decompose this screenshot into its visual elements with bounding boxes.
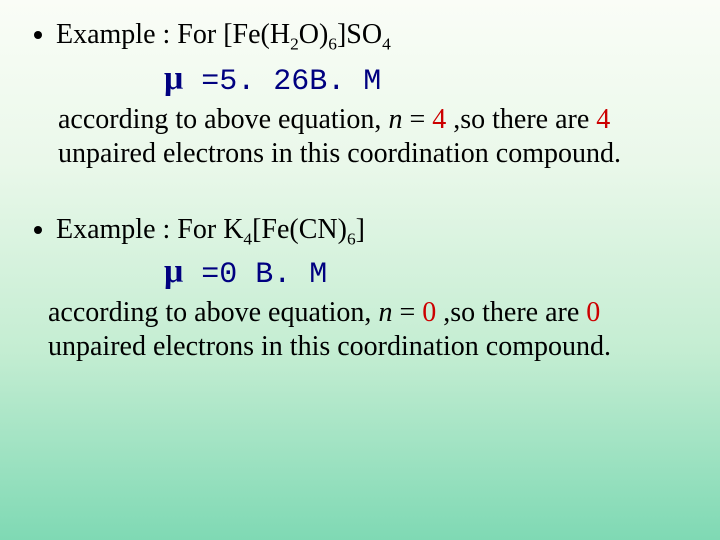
mu-symbol-1: μ — [164, 60, 183, 97]
bullet-example-2: Example : For K4[Fe(CN)6] — [34, 213, 686, 247]
ex2-count: 0 — [586, 297, 600, 328]
ex2-tail: unpaired electrons in this coordination … — [48, 331, 611, 362]
ex2-n-var: n — [378, 297, 392, 328]
example1-formula: Example : For [Fe(H2O)6]SO4 — [56, 18, 391, 52]
ex2-mid1: [Fe(CN) — [252, 214, 347, 245]
ex1-sub1: 2 — [290, 35, 299, 54]
ex1-mid2: ]SO — [337, 19, 382, 50]
ex1-label: Example : For [Fe(H — [56, 19, 290, 50]
bullet-dot — [34, 31, 42, 39]
mu-value-2: μ =0 B. M — [164, 253, 686, 292]
ex1-after-n: ,so there are — [446, 104, 596, 135]
mu-text-2: =0 B. M — [183, 258, 327, 292]
mu-symbol-2: μ — [164, 253, 183, 290]
ex1-eq: = — [402, 104, 432, 135]
ex1-sub2: 6 — [328, 35, 337, 54]
ex1-n-var: n — [388, 104, 402, 135]
ex1-count: 4 — [596, 104, 610, 135]
mu-value-1: μ =5. 26B. M — [164, 60, 686, 99]
example2-formula: Example : For K4[Fe(CN)6] — [56, 213, 365, 247]
explanation-2: according to above equation, n = 0 ,so t… — [48, 296, 686, 364]
ex2-para-pre: according to above equation, — [48, 297, 378, 328]
ex1-n-val: 4 — [432, 104, 446, 135]
ex2-sub2: 6 — [347, 230, 356, 249]
mu-text-1: =5. 26B. M — [183, 65, 381, 99]
ex1-mid1: O) — [299, 19, 329, 50]
explanation-1: according to above equation, n = 4 ,so t… — [58, 103, 686, 171]
slide-content: Example : For [Fe(H2O)6]SO4 μ =5. 26B. M… — [34, 18, 686, 364]
ex2-n-val: 0 — [422, 297, 436, 328]
ex2-mid2: ] — [356, 214, 365, 245]
ex1-tail: unpaired electrons in this coordination … — [58, 138, 621, 169]
bullet-example-1: Example : For [Fe(H2O)6]SO4 — [34, 18, 686, 52]
ex2-after-n: ,so there are — [436, 297, 586, 328]
bullet-dot — [34, 226, 42, 234]
ex2-eq: = — [392, 297, 422, 328]
ex1-para-pre: according to above equation, — [58, 104, 388, 135]
ex2-label: Example : For K — [56, 214, 243, 245]
ex2-sub1: 4 — [243, 230, 252, 249]
ex1-sub3: 4 — [382, 35, 391, 54]
